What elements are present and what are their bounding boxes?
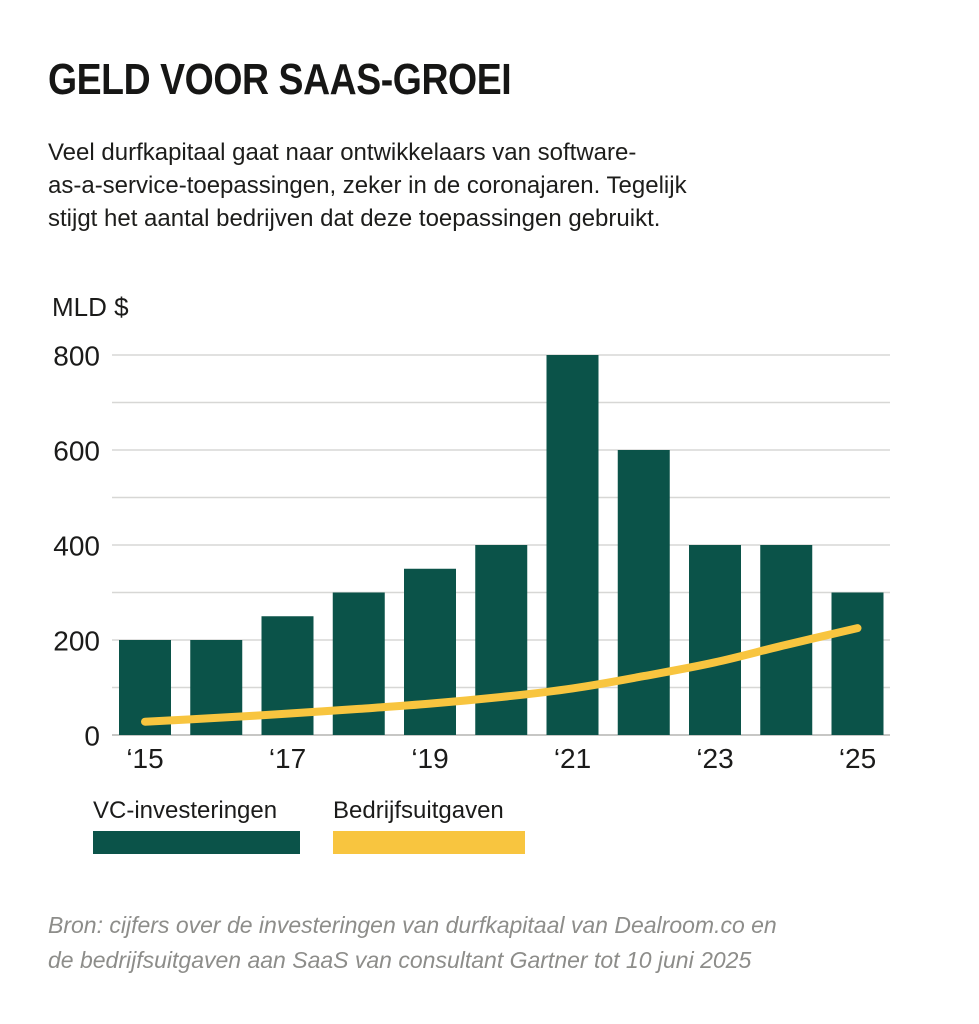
legend-swatch-vc [93,831,300,854]
bar-‘22 [617,450,670,735]
chart-title: GELD VOOR SAAS-GROEI [48,55,512,104]
source-line: Bron: cijfers over de investeringen van … [48,912,777,938]
bar-‘19 [404,568,456,735]
y-tick-label-800: 800 [53,341,100,372]
spending-line [141,624,862,726]
legend-item-spending: Bedrijfsuitgaven [333,796,525,854]
legend-label-vc: VC-investeringen [93,797,278,824]
legend-swatch-spending [333,831,525,854]
legend-item-vc: VC-investeringen [93,796,300,854]
bar-‘21 [546,355,599,735]
bar-‘20 [475,545,528,735]
source-note: Bron: cijfers over de investeringen van … [48,908,777,978]
bar-‘23 [689,545,741,735]
bar-line-chart: MLD $ 0 200 400 600 800 ‘15 ‘17 ‘19 ‘21 ‘23 ‘25 [52,292,890,774]
chart-subtitle: Veel durfkapitaal gaat naar ontwikkelaar… [48,136,687,235]
chart-area: MLD $ 0 200 400 600 800 ‘15 ‘17 ‘19 ‘21 ‘23 ‘25 [0,280,979,780]
x-tick-label-10: ‘25 [839,743,876,774]
bar-‘25 [831,592,884,735]
y-tick-label-0: 0 [84,721,100,752]
subtitle-line: Veel durfkapitaal gaat naar ontwikkelaar… [48,139,637,166]
x-tick-label-2: ‘17 [269,743,306,774]
subtitle-line: as-a-service-toepassingen, zeker in de c… [48,172,687,199]
chart-legend: VC-investeringen Bedrijfsuitgaven [93,796,525,854]
y-tick-label-200: 200 [53,626,100,657]
legend-label-spending: Bedrijfsuitgaven [333,797,504,824]
x-tick-label-0: ‘15 [126,743,163,774]
y-tick-label-400: 400 [53,531,100,562]
x-tick-label-6: ‘21 [554,743,591,774]
source-line: de bedrijfsuitgaven aan SaaS van consult… [48,947,752,973]
x-tick-label-8: ‘23 [696,743,733,774]
subtitle-line: stijgt het aantal bedrijven dat deze toe… [48,205,661,232]
y-tick-label-600: 600 [53,436,100,467]
x-tick-label-4: ‘19 [411,743,448,774]
y-axis-unit-label: MLD $ [52,292,129,322]
